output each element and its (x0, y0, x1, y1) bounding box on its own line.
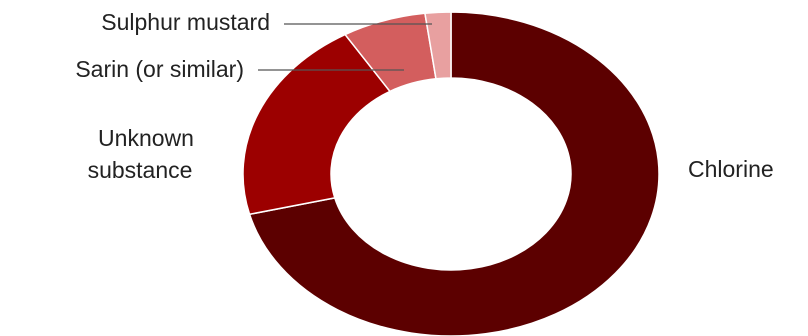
slice-sulphur-mustard (424, 11, 452, 80)
label-chlorine: Chlorine (688, 156, 774, 182)
donut-slices (242, 11, 660, 336)
label-sarin: Sarin (or similar) (75, 56, 244, 82)
label-sulphur-mustard: Sulphur mustard (101, 9, 270, 35)
slice-chlorine (248, 11, 660, 336)
label-unknown-substance-line1: Unknown (98, 125, 194, 151)
label-unknown-substance-line2: substance (88, 157, 193, 183)
slice-unknown-substance (242, 33, 392, 216)
